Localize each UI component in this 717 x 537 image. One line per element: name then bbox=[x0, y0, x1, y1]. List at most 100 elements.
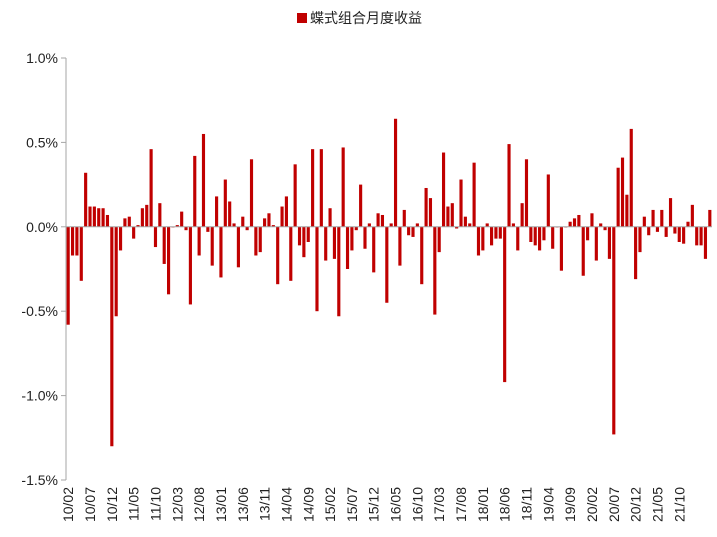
bar bbox=[105, 214, 110, 227]
x-tick-label: 18/11 bbox=[518, 487, 534, 521]
bar bbox=[158, 203, 162, 227]
x-tick-label: 15/02 bbox=[322, 487, 338, 522]
bar bbox=[690, 204, 694, 227]
bar bbox=[280, 206, 284, 227]
x-tick-label: 13/06 bbox=[235, 487, 251, 522]
bar bbox=[590, 213, 594, 227]
bar bbox=[223, 179, 227, 227]
bar bbox=[267, 213, 271, 227]
bar bbox=[324, 226, 328, 261]
legend-label: 蝶式组合月度收益 bbox=[310, 11, 422, 27]
y-tick-label: 0.0% bbox=[26, 219, 58, 235]
bar bbox=[551, 226, 555, 249]
bar bbox=[219, 226, 223, 278]
bar bbox=[193, 155, 197, 227]
bar bbox=[136, 225, 140, 227]
x-tick-label: 20/07 bbox=[606, 487, 622, 522]
bar bbox=[97, 208, 101, 227]
bar bbox=[188, 226, 192, 305]
bar bbox=[586, 226, 590, 241]
bar bbox=[463, 216, 467, 227]
x-tick-label: 13/11 bbox=[257, 487, 273, 521]
x-tick-label: 17/08 bbox=[453, 487, 469, 522]
x-tick-label: 10/02 bbox=[60, 487, 76, 522]
bar bbox=[620, 157, 625, 227]
bar bbox=[629, 128, 633, 227]
x-tick-label: 16/05 bbox=[388, 487, 404, 522]
bar bbox=[118, 226, 123, 251]
bar bbox=[110, 226, 114, 447]
x-tick-label: 16/10 bbox=[409, 487, 425, 522]
bar bbox=[559, 226, 563, 271]
bar bbox=[647, 226, 651, 236]
bar bbox=[306, 226, 310, 242]
bar bbox=[695, 226, 699, 246]
bar bbox=[284, 196, 288, 227]
bar bbox=[476, 226, 481, 256]
bar bbox=[402, 209, 406, 227]
bar bbox=[297, 226, 302, 246]
bar bbox=[245, 226, 249, 231]
bar bbox=[472, 162, 476, 227]
bar bbox=[376, 213, 380, 227]
bar bbox=[437, 226, 441, 253]
y-tick-label: 1.0% bbox=[26, 50, 58, 66]
bar bbox=[92, 206, 96, 227]
bar bbox=[206, 226, 210, 232]
bar bbox=[420, 226, 424, 285]
bar bbox=[450, 203, 454, 227]
bar bbox=[328, 208, 332, 227]
bar bbox=[236, 226, 240, 268]
bar bbox=[428, 198, 433, 227]
bar bbox=[254, 226, 258, 256]
bar bbox=[341, 147, 345, 227]
bar bbox=[651, 209, 655, 227]
bar bbox=[66, 226, 70, 325]
x-tick-label: 13/01 bbox=[213, 487, 229, 522]
bar bbox=[546, 174, 550, 227]
bar bbox=[175, 225, 179, 227]
bar bbox=[664, 226, 668, 237]
bar bbox=[180, 211, 184, 227]
bar bbox=[498, 226, 502, 239]
x-tick-label: 20/12 bbox=[628, 487, 644, 522]
x-tick-label: 19/09 bbox=[562, 487, 578, 522]
x-tick-label: 10/12 bbox=[104, 487, 120, 522]
bar bbox=[542, 226, 546, 241]
bar bbox=[660, 209, 664, 227]
bar bbox=[655, 226, 660, 232]
bar bbox=[468, 223, 472, 227]
bar bbox=[162, 226, 166, 264]
bar bbox=[201, 133, 206, 227]
x-tick-label: 15/12 bbox=[366, 487, 382, 522]
x-tick-label: 11/10 bbox=[147, 487, 163, 521]
x-tick-label: 14/09 bbox=[300, 487, 316, 522]
bar bbox=[210, 226, 214, 266]
bar bbox=[415, 223, 419, 227]
bar bbox=[625, 194, 629, 227]
bar bbox=[127, 216, 131, 227]
bar bbox=[84, 172, 88, 227]
x-tick-label: 10/07 bbox=[82, 487, 98, 522]
bar bbox=[612, 226, 616, 435]
bar bbox=[389, 223, 393, 227]
bar bbox=[642, 216, 646, 227]
bar bbox=[599, 223, 603, 227]
bar bbox=[407, 226, 411, 236]
bar bbox=[153, 226, 158, 248]
bar bbox=[114, 226, 118, 317]
x-tick-label: 18/06 bbox=[497, 487, 513, 522]
bar bbox=[302, 226, 306, 258]
bar bbox=[393, 118, 398, 227]
x-tick-label: 20/02 bbox=[584, 487, 600, 522]
bar bbox=[529, 226, 533, 242]
bar bbox=[446, 206, 450, 227]
bar bbox=[249, 159, 254, 227]
bar bbox=[258, 226, 262, 253]
bar bbox=[520, 203, 524, 227]
bar bbox=[263, 218, 267, 227]
bar bbox=[490, 226, 494, 246]
x-tick-label: 12/03 bbox=[169, 487, 185, 522]
bar bbox=[533, 226, 537, 246]
